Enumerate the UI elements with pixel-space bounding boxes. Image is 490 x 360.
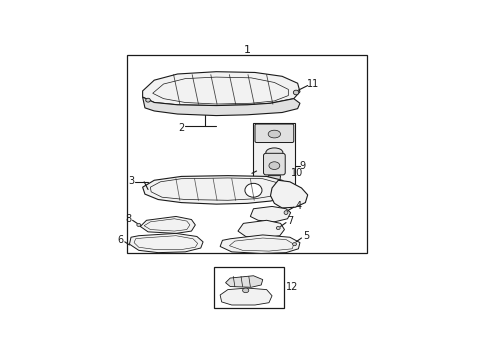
FancyBboxPatch shape [255,124,294,143]
Text: 4: 4 [295,201,301,211]
Polygon shape [143,176,290,204]
Polygon shape [238,220,285,238]
Polygon shape [143,97,300,116]
Bar [253,123,295,197]
Text: 12: 12 [286,282,298,292]
Ellipse shape [137,223,141,226]
Polygon shape [220,235,300,253]
Text: 6: 6 [118,235,124,245]
Ellipse shape [294,90,299,95]
Polygon shape [140,216,196,233]
Text: 5: 5 [303,231,309,242]
Text: 11: 11 [307,79,319,89]
Ellipse shape [293,243,296,246]
Ellipse shape [276,226,280,230]
Polygon shape [268,176,281,193]
Polygon shape [270,180,308,208]
Text: 8: 8 [125,214,132,224]
Ellipse shape [243,288,249,293]
Polygon shape [225,276,263,287]
Ellipse shape [146,98,150,102]
Text: 7: 7 [288,216,294,226]
Ellipse shape [268,130,281,138]
Text: 9: 9 [299,161,305,171]
Text: 2: 2 [178,123,185,133]
Polygon shape [143,72,300,105]
FancyBboxPatch shape [264,153,285,175]
Ellipse shape [245,183,262,197]
Text: 10: 10 [291,168,303,178]
Polygon shape [250,206,291,222]
Polygon shape [129,233,203,253]
Polygon shape [220,288,272,305]
Ellipse shape [284,211,288,215]
Text: 1: 1 [244,45,251,55]
Ellipse shape [269,162,280,170]
Text: 3: 3 [128,176,134,186]
Bar [214,267,285,308]
Bar [127,55,368,253]
Ellipse shape [266,148,283,157]
